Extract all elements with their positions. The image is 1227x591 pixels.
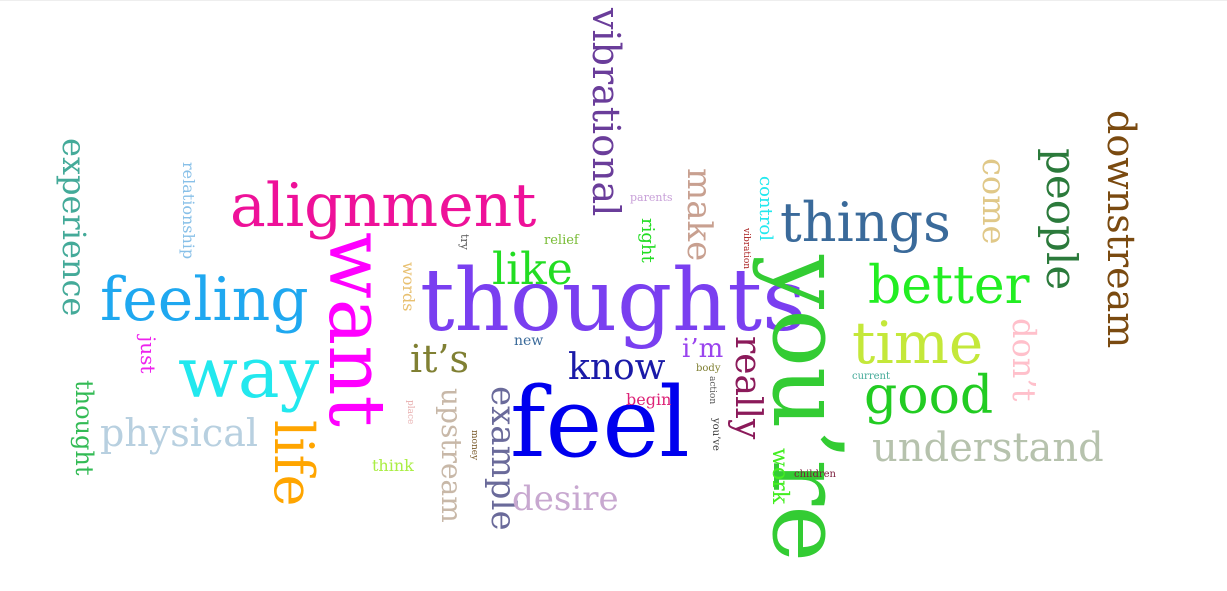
word-you-ve: you’ve bbox=[710, 418, 721, 451]
word-i-m: i’m bbox=[682, 334, 724, 364]
word-just: just bbox=[136, 336, 160, 374]
word-vibrational: vibrational bbox=[584, 8, 628, 217]
word-vibration: vibration bbox=[741, 228, 751, 270]
word-feel: feel bbox=[510, 367, 690, 479]
word-body: body bbox=[696, 363, 721, 374]
word-like: like bbox=[492, 244, 573, 295]
word-come: come bbox=[975, 158, 1013, 245]
word-really: really bbox=[727, 336, 768, 440]
word-time: time bbox=[852, 309, 984, 377]
word-way: way bbox=[178, 332, 320, 414]
word-thoughts: thoughts bbox=[420, 251, 807, 351]
word-understand: understand bbox=[872, 425, 1104, 471]
word-parents: parents bbox=[630, 191, 673, 204]
word-alignment: alignment bbox=[230, 171, 537, 241]
word-physical: physical bbox=[100, 411, 259, 455]
word-you-re: you’re bbox=[751, 255, 863, 563]
word-relief: relief bbox=[544, 233, 579, 248]
word-children: children bbox=[794, 469, 836, 480]
word-want: want bbox=[311, 232, 401, 427]
word-try: try bbox=[458, 234, 471, 250]
word-don-t: don’t bbox=[1005, 318, 1043, 402]
word-people: people bbox=[1037, 148, 1086, 291]
word-place: place bbox=[405, 400, 415, 425]
word-begin: begin bbox=[626, 390, 672, 409]
word-life: life bbox=[262, 420, 325, 507]
word-control: control bbox=[755, 176, 776, 241]
word-better: better bbox=[868, 256, 1030, 316]
word-upstream: upstream bbox=[435, 388, 468, 523]
word-right: right bbox=[637, 218, 658, 263]
word-thought: thought bbox=[70, 380, 98, 476]
word-work: work bbox=[767, 448, 792, 504]
word-experience: experience bbox=[55, 138, 93, 317]
word-action: action bbox=[707, 376, 717, 405]
word-words: words bbox=[399, 262, 418, 312]
word-relationship: relationship bbox=[179, 162, 198, 260]
word-current: current bbox=[852, 371, 890, 382]
word-downstream: downstream bbox=[1099, 110, 1143, 349]
word-money: money bbox=[469, 430, 479, 461]
word-feeling: feeling bbox=[100, 265, 309, 335]
word-know: know bbox=[568, 347, 666, 388]
top-border bbox=[0, 0, 1227, 1]
word-good: good bbox=[864, 366, 994, 426]
word-desire: desire bbox=[512, 479, 619, 519]
word-make: make bbox=[679, 168, 719, 262]
word-it-s: it’s bbox=[410, 337, 470, 381]
word-new: new bbox=[514, 333, 544, 349]
word-think: think bbox=[372, 456, 414, 475]
word-things: things bbox=[780, 191, 951, 254]
